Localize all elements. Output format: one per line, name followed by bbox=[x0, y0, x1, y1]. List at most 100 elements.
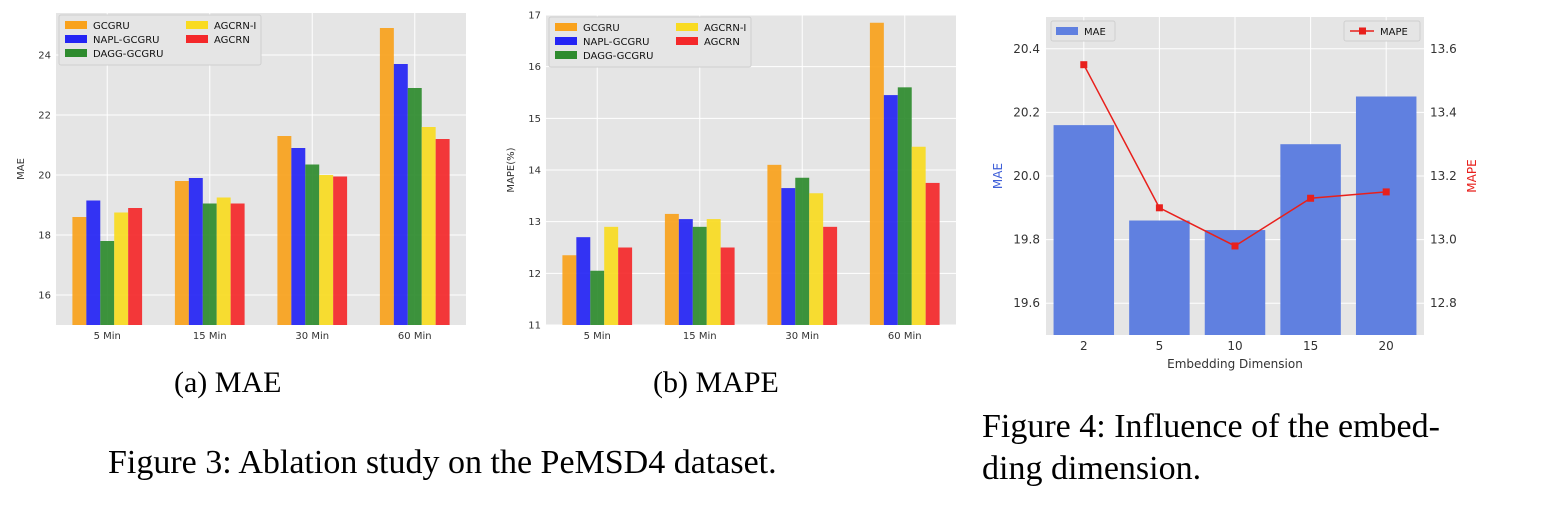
point-mape-dim-5 bbox=[1155, 204, 1163, 212]
bar-napl-gcgru-30-min bbox=[291, 148, 306, 325]
bar-agcrn-i-5-min bbox=[604, 226, 619, 325]
legend-swatch-agcrn bbox=[676, 37, 698, 45]
bar-mae-dim-20 bbox=[1355, 96, 1417, 335]
chart-mape-ablation: 11 12 13 14 15 16 17 5 Min 15 Min 30 Min 60 Min MAP… bbox=[506, 11, 956, 342]
bar-dagg-gcgru-30-min bbox=[795, 177, 810, 325]
x-axis-label: Embedding Dimension bbox=[1167, 357, 1303, 371]
y-left-tick-label: 19.6 bbox=[1013, 296, 1040, 310]
y-tick-label: 17 bbox=[528, 11, 541, 22]
bar-napl-gcgru-5-min bbox=[86, 200, 101, 325]
bar-agcrn-60-min bbox=[925, 182, 940, 325]
legend-label-gcgru: GCGRU bbox=[93, 21, 130, 32]
bar-napl-gcgru-5-min bbox=[576, 237, 591, 325]
x-tick-label: 2 bbox=[1080, 339, 1088, 353]
x-tick-label: 5 bbox=[1156, 339, 1164, 353]
bar-agcrn-15-min bbox=[720, 247, 735, 325]
bar-gcgru-15-min bbox=[664, 213, 679, 325]
legend-swatch-agcrn bbox=[186, 35, 208, 43]
bar-agcrn-i-60-min bbox=[421, 127, 436, 325]
bar-napl-gcgru-60-min bbox=[883, 95, 898, 325]
chart-mae-ablation: 16 18 20 22 24 5 Min 15 Min 30 Min 60 Min MAE GCGR… bbox=[16, 13, 466, 342]
bar-dagg-gcgru-5-min bbox=[100, 241, 115, 325]
legend-label-gcgru: GCGRU bbox=[583, 23, 620, 34]
legend-swatch-napl-gcgru bbox=[555, 37, 577, 45]
y-axis-label: MAPE(%) bbox=[506, 147, 517, 192]
x-tick-label: 60 Min bbox=[398, 331, 432, 342]
x-tick-label: 60 Min bbox=[888, 331, 922, 342]
point-mape-dim-2 bbox=[1080, 61, 1088, 69]
bar-mae-dim-15 bbox=[1280, 144, 1341, 335]
bar-dagg-gcgru-15-min bbox=[692, 226, 707, 325]
bar-gcgru-30-min bbox=[767, 164, 782, 325]
bar-agcrn-5-min bbox=[128, 208, 143, 325]
bar-gcgru-60-min bbox=[379, 28, 394, 325]
x-tick-label: 20 bbox=[1379, 339, 1394, 353]
figure3-caption: Figure 3: Ablation study on the PeMSD4 d… bbox=[108, 444, 777, 481]
panel-caption-a: (a) MAE bbox=[174, 366, 282, 399]
legend-swatch-mae bbox=[1056, 27, 1078, 35]
bar-napl-gcgru-30-min bbox=[781, 188, 796, 325]
y-tick-label: 11 bbox=[528, 321, 541, 332]
y-tick-label: 22 bbox=[38, 111, 51, 122]
legend-label-agcrn-i: AGCRN-I bbox=[704, 23, 746, 34]
y-tick-label: 14 bbox=[528, 166, 541, 177]
legend-label-agcrn: AGCRN bbox=[214, 35, 250, 46]
legend-label-dagg-gcgru: DAGG-GCGRU bbox=[583, 51, 653, 62]
y-right-tick-label: 13.0 bbox=[1430, 233, 1457, 247]
y-left-tick-label: 20.2 bbox=[1013, 105, 1040, 119]
bar-agcrn-i-30-min bbox=[319, 175, 334, 325]
y-right-tick-label: 13.4 bbox=[1430, 105, 1457, 119]
legend-swatch-dagg-gcgru bbox=[65, 49, 87, 57]
bar-gcgru-15-min bbox=[174, 181, 189, 325]
y-tick-label: 20 bbox=[38, 171, 51, 182]
bar-dagg-gcgru-5-min bbox=[590, 270, 605, 325]
legend-box bbox=[548, 16, 752, 68]
y-left-tick-label: 20.0 bbox=[1013, 169, 1040, 183]
legend-swatch-agcrn-i bbox=[676, 23, 698, 31]
legend-label-agcrn-i: AGCRN-I bbox=[214, 21, 256, 32]
figure4-caption-line2: ding dimension. bbox=[982, 450, 1202, 487]
bar-gcgru-5-min bbox=[562, 255, 577, 325]
bar-agcrn-i-30-min bbox=[809, 193, 824, 325]
figure4-caption-line1: Figure 4: Influence of the embed- bbox=[982, 408, 1440, 445]
point-mape-dim-20 bbox=[1382, 188, 1390, 196]
legend-swatch-napl-gcgru bbox=[65, 35, 87, 43]
y-tick-label: 16 bbox=[528, 62, 541, 73]
legend-label-mae: MAE bbox=[1084, 27, 1106, 38]
legend-label-napl-gcgru: NAPL-GCGRU bbox=[583, 37, 649, 48]
bar-napl-gcgru-15-min bbox=[188, 178, 203, 325]
y-left-tick-label: 20.4 bbox=[1013, 42, 1040, 56]
bar-dagg-gcgru-60-min bbox=[897, 87, 912, 325]
legend-swatch-gcgru bbox=[65, 21, 87, 29]
y-tick-label: 18 bbox=[38, 231, 51, 242]
legend-swatch-dagg-gcgru bbox=[555, 51, 577, 59]
bar-gcgru-30-min bbox=[277, 136, 292, 325]
x-tick-label: 5 Min bbox=[584, 331, 611, 342]
legend-label-napl-gcgru: NAPL-GCGRU bbox=[93, 35, 159, 46]
bar-agcrn-i-5-min bbox=[114, 212, 129, 325]
x-tick-label: 5 Min bbox=[94, 331, 121, 342]
bar-agcrn-30-min bbox=[333, 176, 348, 325]
bar-napl-gcgru-15-min bbox=[678, 219, 693, 325]
bar-agcrn-5-min bbox=[618, 247, 633, 325]
bar-dagg-gcgru-15-min bbox=[202, 203, 217, 325]
bar-agcrn-15-min bbox=[230, 203, 245, 325]
y-tick-label: 15 bbox=[528, 114, 541, 125]
legend-box-right bbox=[1343, 20, 1421, 42]
x-tick-label: 30 Min bbox=[295, 331, 329, 342]
legend-box bbox=[58, 14, 262, 66]
x-tick-label: 15 Min bbox=[193, 331, 227, 342]
chart-embedding-dimension: 19.6 19.8 20.0 20.2 20.4 12.8 13.0 13.2 13.4 13.6… bbox=[991, 17, 1479, 371]
legend-box-left bbox=[1050, 20, 1116, 42]
y-tick-label: 24 bbox=[38, 51, 51, 62]
bar-mae-dim-5 bbox=[1129, 220, 1190, 335]
y-right-tick-label: 13.2 bbox=[1430, 169, 1457, 183]
bar-dagg-gcgru-60-min bbox=[407, 88, 422, 325]
y-tick-label: 12 bbox=[528, 269, 541, 280]
legend-label-dagg-gcgru: DAGG-GCGRU bbox=[93, 49, 163, 60]
y-axis-label: MAE bbox=[16, 158, 27, 180]
legend-marker-mape bbox=[1359, 27, 1366, 35]
bar-gcgru-5-min bbox=[72, 217, 87, 325]
panel-caption-b: (b) MAPE bbox=[653, 366, 779, 399]
